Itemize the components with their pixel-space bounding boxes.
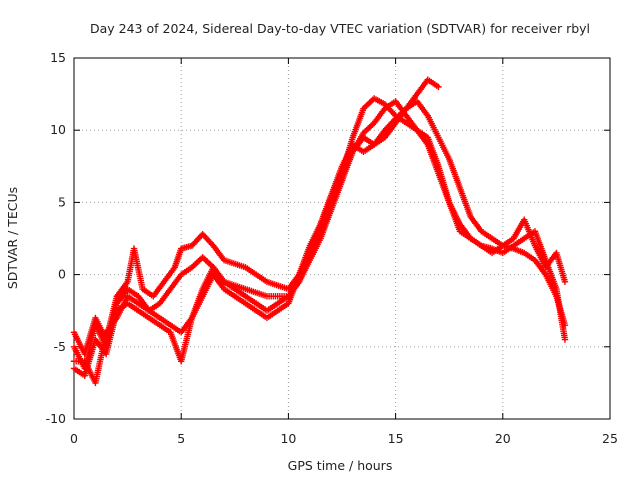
y-tick-label: 5 [58, 194, 66, 209]
x-axis-label: GPS time / hours [288, 458, 393, 473]
chart-title: Day 243 of 2024, Sidereal Day-to-day VTE… [90, 21, 590, 36]
series-track-3 [70, 76, 442, 379]
data-point-marker [561, 278, 569, 286]
y-tick-label: 0 [58, 267, 66, 282]
x-tick-label: 15 [388, 431, 404, 446]
x-tick-label: 10 [280, 431, 296, 446]
y-tick-label: -5 [54, 339, 66, 354]
series-track-4 [70, 98, 569, 387]
y-tick-label: 10 [50, 122, 66, 137]
data-point-marker [435, 83, 442, 91]
plot-frame [73, 57, 611, 420]
x-tick-label: 0 [70, 431, 78, 446]
x-tick-label: 25 [602, 431, 618, 446]
y-tick-label: 15 [50, 50, 66, 65]
data-point-marker [561, 336, 569, 343]
series-track-2 [70, 98, 569, 372]
x-tick-label: 5 [177, 431, 185, 446]
y-tick-label: -10 [46, 411, 66, 426]
y-axis-label: SDTVAR / TECUs [5, 187, 20, 289]
grid-lines [74, 58, 610, 419]
data-series [70, 76, 569, 387]
axis-ticks: 0 5 10 15 20 25 -10 -5 0 5 10 15 [46, 50, 618, 446]
x-tick-label: 20 [495, 431, 511, 446]
